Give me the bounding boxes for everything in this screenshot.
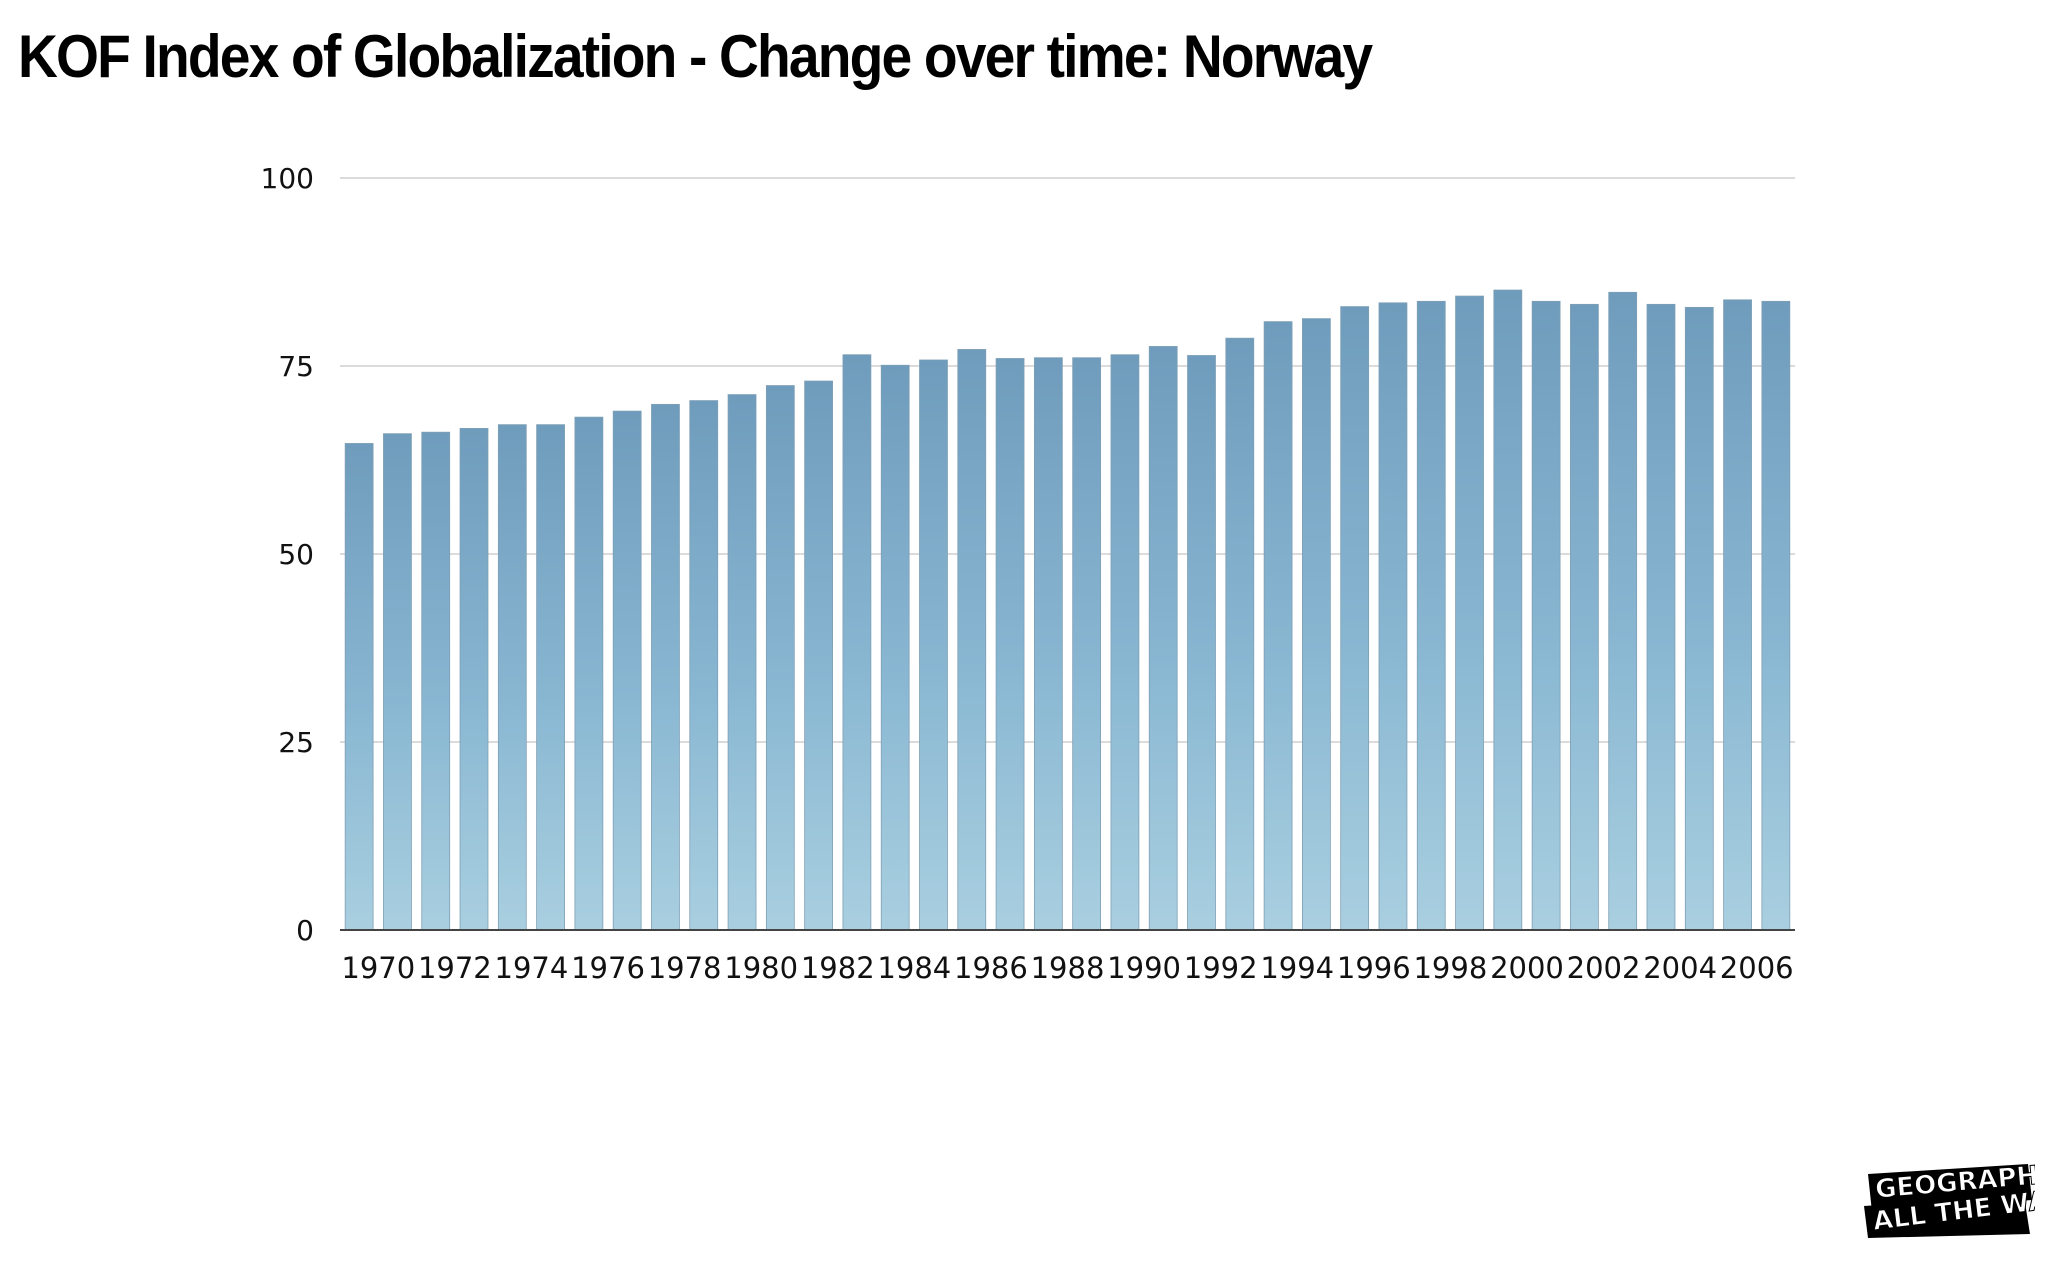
bar-1980	[727, 394, 757, 931]
bar-1975	[536, 424, 565, 931]
bar-1979	[689, 400, 719, 931]
x-tick-labels: 1970 1972 1974 1976 1978 1980 1982 1984 1986 1988…	[341, 951, 1793, 985]
bar-1993	[1225, 337, 1255, 931]
bar-1991	[1148, 346, 1178, 931]
bar-1986	[957, 349, 987, 931]
bar-1982	[804, 380, 833, 931]
x-tick-label: 1972	[418, 951, 492, 985]
x-tick-label: 1990	[1107, 951, 1181, 985]
bar-1999	[1455, 295, 1484, 931]
x-tick-label: 1986	[954, 951, 1028, 985]
bar-1992	[1187, 355, 1216, 931]
y-tick-label: 0	[296, 914, 314, 947]
y-tick-label: 100	[261, 162, 314, 195]
bar-1994	[1263, 321, 1293, 931]
x-tick-label: 1988	[1031, 951, 1105, 985]
bar-2001	[1531, 300, 1561, 931]
bar-1987	[995, 358, 1025, 931]
x-tick-label: 1984	[877, 951, 951, 985]
bar-2007	[1761, 300, 1791, 931]
y-tick-label: 25	[278, 726, 314, 759]
bar-2003	[1608, 291, 1638, 931]
bar-1985	[919, 359, 948, 931]
bar-1997	[1378, 302, 1408, 931]
y-tick-label: 75	[278, 350, 314, 383]
chart-title: KOF Index of Globalization - Change over…	[18, 23, 1373, 90]
bar-1974	[497, 424, 527, 931]
bar-1995	[1302, 318, 1331, 931]
bar-1984	[880, 364, 910, 931]
x-tick-label: 2004	[1643, 951, 1717, 985]
x-tick-label: 1996	[1337, 951, 1411, 985]
bar-1972	[421, 431, 451, 931]
x-tick-label: 2006	[1720, 951, 1794, 985]
bar-2005	[1684, 306, 1714, 931]
x-tick-label: 2000	[1490, 951, 1564, 985]
bar-1988	[1033, 357, 1063, 931]
x-tick-label: 1982	[801, 951, 875, 985]
bar-1981	[765, 385, 795, 931]
x-tick-label: 1974	[495, 951, 569, 985]
bar-1996	[1340, 306, 1370, 931]
x-tick-label: 1970	[341, 951, 415, 985]
bar-1978	[651, 403, 680, 931]
bar-1970	[344, 443, 374, 931]
bar-1973	[459, 428, 489, 931]
y-tick-labels: 0 25 50 75 100	[261, 162, 314, 947]
x-tick-label: 1980	[724, 951, 798, 985]
x-tick-label: 1992	[1184, 951, 1258, 985]
bar-1989	[1072, 357, 1102, 931]
bar-1976	[574, 416, 604, 931]
bar-1977	[612, 410, 642, 931]
geography-all-the-way-logo: GEOGRAPHY ALL THE WAY	[1864, 1160, 2035, 1238]
bar-1983	[842, 354, 872, 931]
bar-2000	[1493, 289, 1523, 931]
x-tick-label: 2002	[1567, 951, 1641, 985]
x-tick-label: 1998	[1413, 951, 1487, 985]
x-tick-label: 1976	[571, 951, 645, 985]
bar-1990	[1110, 354, 1140, 931]
bar-2002	[1570, 303, 1599, 931]
x-tick-label: 1978	[648, 951, 722, 985]
bar-2006	[1723, 299, 1752, 931]
bar-2004	[1646, 303, 1676, 931]
bars	[344, 289, 1791, 931]
bar-1998	[1416, 300, 1446, 931]
bar-1971	[383, 433, 412, 931]
x-tick-label: 1994	[1260, 951, 1334, 985]
y-tick-label: 50	[278, 538, 314, 571]
